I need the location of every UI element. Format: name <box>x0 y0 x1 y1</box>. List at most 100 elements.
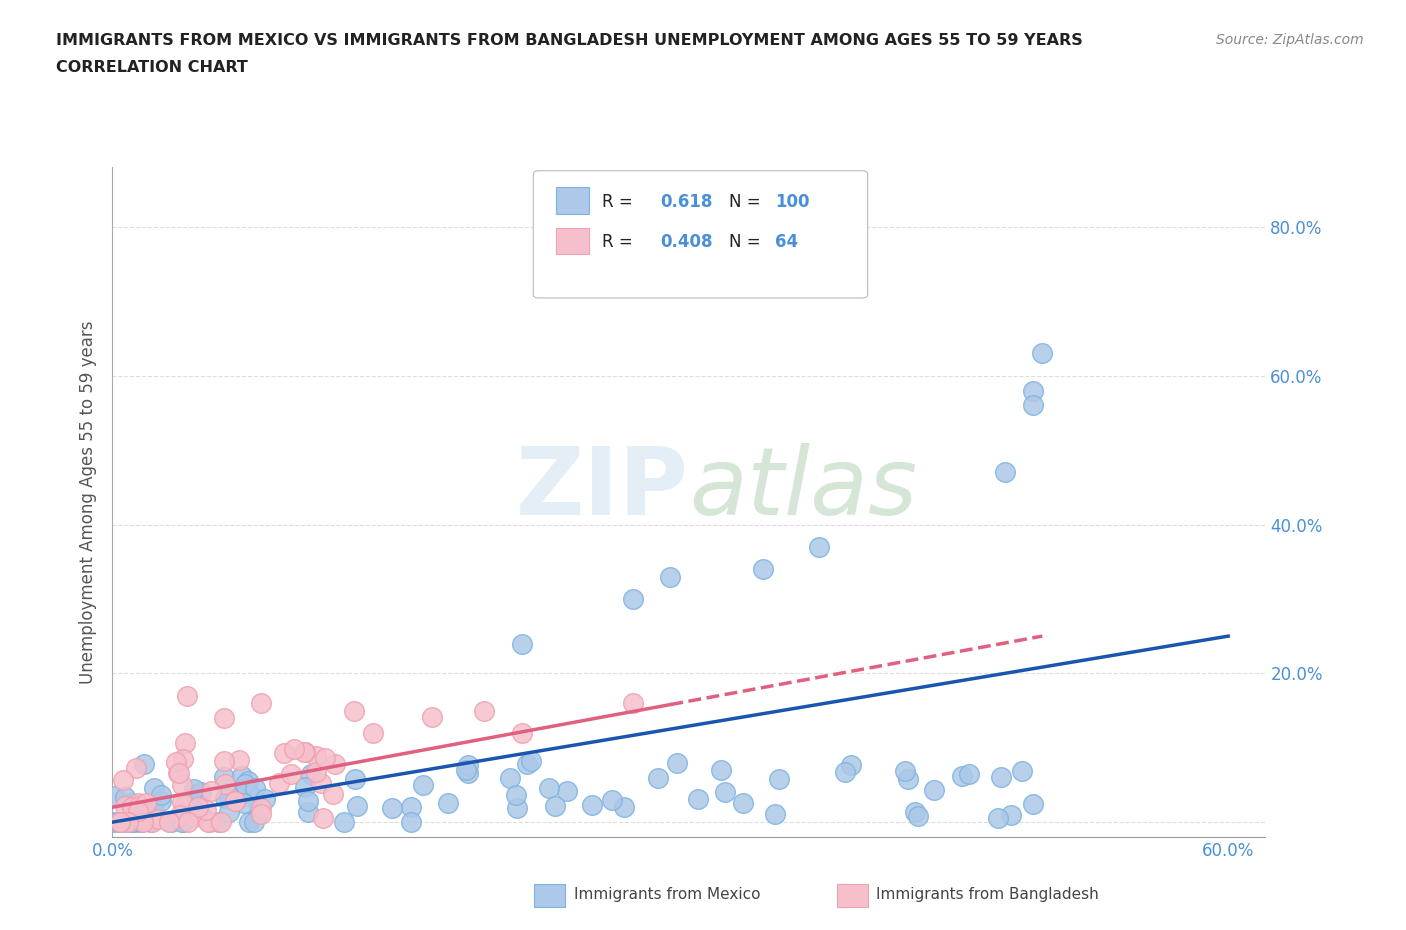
Point <box>1022 383 1045 398</box>
Point <box>132 757 155 772</box>
Point <box>839 758 862 773</box>
Point <box>309 775 332 790</box>
Point <box>187 800 209 815</box>
Point <box>183 810 205 825</box>
Point <box>142 801 165 816</box>
Point <box>172 795 194 810</box>
Point <box>114 790 136 804</box>
Point <box>131 815 153 830</box>
Point <box>187 804 209 819</box>
Text: atlas: atlas <box>689 444 917 535</box>
Point <box>125 805 148 820</box>
Point <box>505 787 527 802</box>
Point <box>516 757 538 772</box>
Point <box>457 757 479 772</box>
Point <box>399 800 422 815</box>
Point <box>621 591 644 606</box>
Point <box>283 742 305 757</box>
Point <box>322 786 344 801</box>
Point <box>763 806 786 821</box>
Point <box>474 703 496 718</box>
Point <box>538 781 561 796</box>
Text: 0.618: 0.618 <box>661 193 713 211</box>
Point <box>172 752 194 767</box>
Point <box>305 749 328 764</box>
Point <box>197 814 219 829</box>
Point <box>456 763 478 777</box>
Point <box>214 769 236 784</box>
Point <box>131 812 153 827</box>
Point <box>103 815 125 830</box>
Point <box>273 745 295 760</box>
Point <box>209 815 232 830</box>
Point <box>294 745 316 760</box>
Point <box>510 725 533 740</box>
Point <box>208 815 231 830</box>
Point <box>141 814 163 829</box>
Text: Immigrants from Bangladesh: Immigrants from Bangladesh <box>876 887 1098 902</box>
Point <box>141 815 163 830</box>
Point <box>128 799 150 814</box>
Point <box>188 806 211 821</box>
Point <box>581 797 603 812</box>
Point <box>381 801 404 816</box>
Point <box>108 815 131 830</box>
Point <box>229 788 252 803</box>
Point <box>127 814 149 829</box>
Point <box>710 763 733 777</box>
Point <box>121 815 143 830</box>
Point <box>686 791 709 806</box>
Point <box>197 815 219 830</box>
Point <box>922 782 945 797</box>
Point <box>215 786 238 801</box>
Point <box>297 804 319 819</box>
Point <box>647 771 669 786</box>
Point <box>519 753 541 768</box>
Point <box>224 793 246 808</box>
Point <box>343 703 366 718</box>
Point <box>294 779 316 794</box>
Point <box>170 777 193 792</box>
Point <box>544 798 567 813</box>
Point <box>135 796 157 811</box>
Point <box>127 804 149 818</box>
Point <box>267 775 290 790</box>
Point <box>165 754 187 769</box>
Text: 100: 100 <box>776 193 810 211</box>
Point <box>146 812 169 827</box>
Point <box>613 800 636 815</box>
Point <box>190 785 212 800</box>
Text: Source: ZipAtlas.com: Source: ZipAtlas.com <box>1216 33 1364 46</box>
Point <box>950 769 973 784</box>
Point <box>150 788 173 803</box>
FancyBboxPatch shape <box>533 171 868 298</box>
Point <box>659 569 682 584</box>
Point <box>233 777 256 791</box>
Point <box>157 815 180 830</box>
Point <box>228 753 250 768</box>
Point <box>183 781 205 796</box>
Point <box>167 765 190 780</box>
Point <box>437 795 460 810</box>
Point <box>343 772 366 787</box>
Point <box>232 796 254 811</box>
Text: Immigrants from Mexico: Immigrants from Mexico <box>574 887 761 902</box>
Point <box>177 815 200 830</box>
Point <box>280 767 302 782</box>
Point <box>1022 797 1045 812</box>
Point <box>243 815 266 830</box>
Point <box>127 796 149 811</box>
Point <box>131 813 153 828</box>
Point <box>214 777 236 791</box>
Point <box>994 465 1017 480</box>
Point <box>242 789 264 804</box>
Point <box>212 753 235 768</box>
Point <box>314 751 336 766</box>
Point <box>114 799 136 814</box>
Point <box>184 787 207 802</box>
Point <box>110 815 132 830</box>
Point <box>176 688 198 703</box>
Point <box>510 636 533 651</box>
Point <box>1011 764 1033 778</box>
Bar <box>557 228 589 255</box>
